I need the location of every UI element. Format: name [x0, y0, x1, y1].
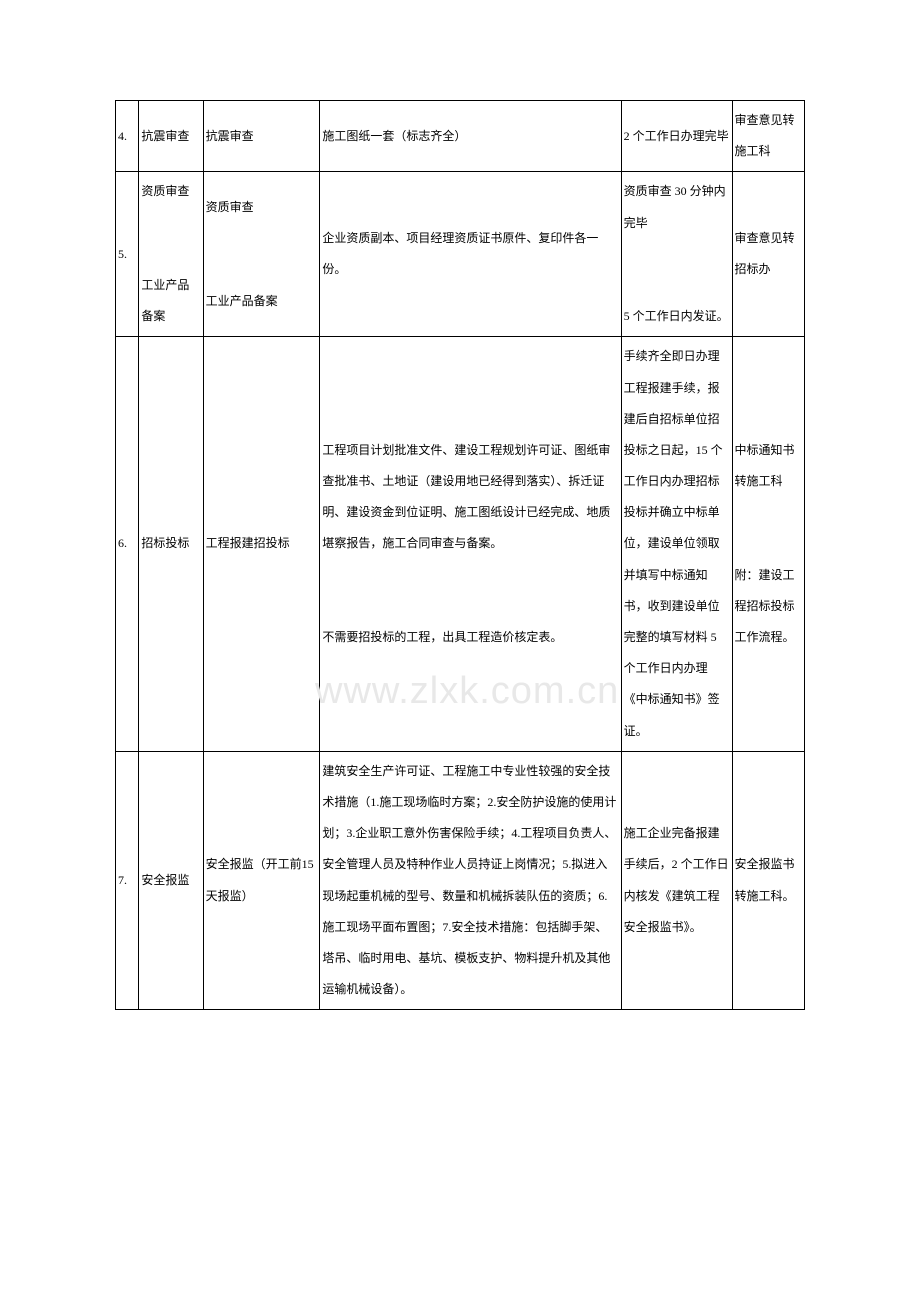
row-time: 2 个工作日办理完毕 [621, 101, 732, 172]
row-name: 资质审查工业产品备案 [139, 172, 203, 337]
row-name: 抗震审查 [139, 101, 203, 172]
process-table: 4. 抗震审查 抗震审查 施工图纸一套（标志齐全） 2 个工作日办理完毕 审查意… [115, 100, 805, 1010]
row-number: 4. [116, 101, 139, 172]
row-name: 招标投标 [139, 337, 203, 751]
row-note: 安全报监书转施工科。 [732, 751, 804, 1010]
row-note: 中标通知书转施工科附：建设工程招标投标工作流程。 [732, 337, 804, 751]
row-time: 资质审查 30 分钟内完毕5 个工作日内发证。 [621, 172, 732, 337]
table-row: 7. 安全报监 安全报监（开工前15 天报监） 建筑安全生产许可证、工程施工中专… [116, 751, 805, 1010]
row-proc: 抗震审查 [203, 101, 320, 172]
row-name: 安全报监 [139, 751, 203, 1010]
row-req: 企业资质副本、项目经理资质证书原件、复印件各一份。 [320, 172, 621, 337]
row-note: 审查意见转招标办 [732, 172, 804, 337]
table-row: 6. 招标投标 工程报建招投标 工程项目计划批准文件、建设工程规划许可证、图纸审… [116, 337, 805, 751]
row-time: 施工企业完备报建手续后，2 个工作日内核发《建筑工程安全报监书》。 [621, 751, 732, 1010]
row-time: 手续齐全即日办理工程报建手续，报建后自招标单位招投标之日起，15 个工作日内办理… [621, 337, 732, 751]
table-row: 5. 资质审查工业产品备案 资质审查工业产品备案 企业资质副本、项目经理资质证书… [116, 172, 805, 337]
row-number: 5. [116, 172, 139, 337]
row-proc: 安全报监（开工前15 天报监） [203, 751, 320, 1010]
row-req: 施工图纸一套（标志齐全） [320, 101, 621, 172]
row-proc: 资质审查工业产品备案 [203, 172, 320, 337]
row-req: 建筑安全生产许可证、工程施工中专业性较强的安全技术措施（1.施工现场临时方案；2… [320, 751, 621, 1010]
table-container: www.zlxk.com.cn 4. 抗震审查 抗震审查 施工图纸一套（标志齐全… [115, 100, 805, 1010]
row-note: 审查意见转施工科 [732, 101, 804, 172]
row-proc: 工程报建招投标 [203, 337, 320, 751]
row-number: 6. [116, 337, 139, 751]
table-row: 4. 抗震审查 抗震审查 施工图纸一套（标志齐全） 2 个工作日办理完毕 审查意… [116, 101, 805, 172]
row-req: 工程项目计划批准文件、建设工程规划许可证、图纸审查批准书、土地证（建设用地已经得… [320, 337, 621, 751]
row-number: 7. [116, 751, 139, 1010]
